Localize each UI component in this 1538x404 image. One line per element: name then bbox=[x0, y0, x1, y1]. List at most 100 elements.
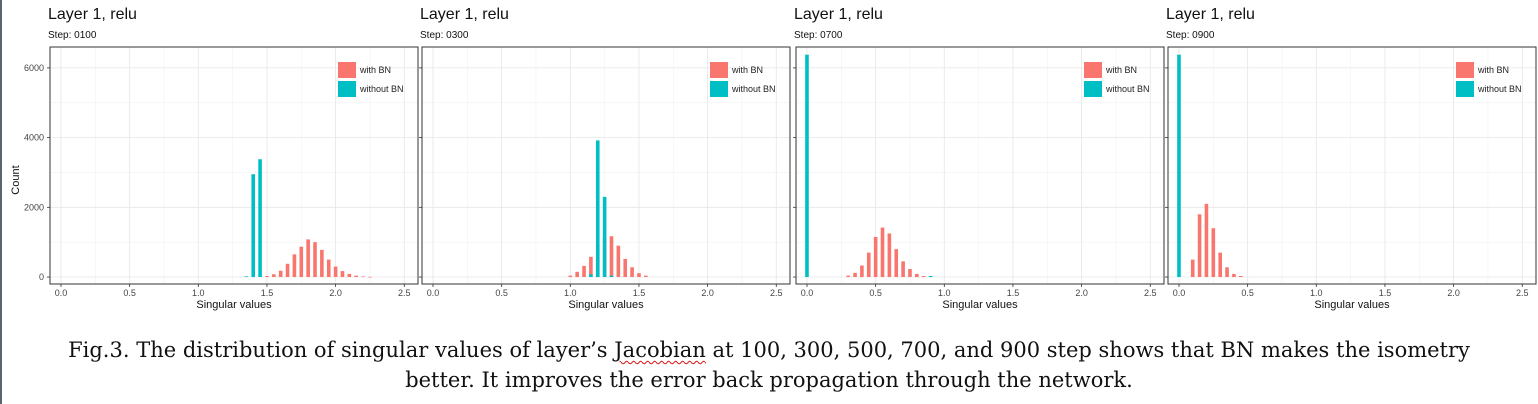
x-tick-label: 0.5 bbox=[123, 288, 136, 298]
chart-plot: 0.0 0.5 1.0 1.5 2.0 2.5 Singular values with BN… bbox=[419, 46, 791, 311]
bar bbox=[1238, 275, 1243, 278]
chart-panel: Layer 1, relu Step: 0900 0.0 0.5 1.0 1.5 2.0… bbox=[1165, 0, 1538, 318]
bar bbox=[278, 270, 283, 278]
bar bbox=[894, 249, 899, 278]
bar bbox=[313, 242, 317, 278]
bar bbox=[602, 196, 607, 278]
legend-label: with BN bbox=[1105, 65, 1137, 75]
x-axis-label: Singular values bbox=[942, 299, 1018, 311]
bar bbox=[921, 275, 926, 278]
plot-border bbox=[795, 46, 1165, 285]
legend-swatch bbox=[338, 62, 356, 78]
x-tick-label: 0.5 bbox=[1241, 288, 1254, 298]
x-tick-label: 1.0 bbox=[192, 288, 205, 298]
bar bbox=[244, 276, 249, 278]
x-tick-label: 2.0 bbox=[1447, 288, 1460, 298]
caption-text: Fig.3. The distribution of singular valu… bbox=[68, 338, 615, 362]
chart-title: Layer 1, relu bbox=[1166, 6, 1255, 23]
bar bbox=[609, 275, 614, 278]
plot-border bbox=[49, 46, 419, 285]
plot-border bbox=[421, 46, 791, 285]
figure-caption-line-1: Fig.3. The distribution of singular valu… bbox=[0, 338, 1538, 362]
bar bbox=[1218, 252, 1222, 278]
x-tick-label: 0.5 bbox=[495, 288, 508, 298]
bar bbox=[340, 271, 345, 278]
bar bbox=[568, 275, 573, 278]
bar bbox=[272, 274, 276, 278]
chart-title: Layer 1, relu bbox=[48, 6, 137, 23]
bar bbox=[866, 252, 871, 278]
bar bbox=[630, 267, 634, 278]
x-axis-label: Singular values bbox=[196, 299, 272, 311]
bar bbox=[589, 256, 593, 278]
bar bbox=[623, 258, 628, 278]
x-tick-label: 1.5 bbox=[261, 288, 274, 298]
bar bbox=[1211, 228, 1216, 278]
legend-swatch bbox=[338, 81, 356, 97]
y-axis-label: Count bbox=[10, 165, 22, 194]
bar bbox=[846, 275, 850, 278]
bar bbox=[609, 236, 614, 278]
x-tick-label: 0.0 bbox=[427, 288, 440, 298]
chart-title: Layer 1, relu bbox=[420, 6, 509, 23]
bar bbox=[1204, 203, 1209, 278]
bar bbox=[306, 239, 310, 278]
x-tick-label: 1.5 bbox=[633, 288, 646, 298]
bar bbox=[299, 246, 304, 278]
x-tick-label: 0.0 bbox=[801, 288, 814, 298]
legend-swatch bbox=[1456, 81, 1474, 97]
bar bbox=[887, 233, 892, 278]
bar bbox=[595, 140, 600, 278]
legend-swatch bbox=[1456, 62, 1474, 78]
x-tick-label: 0.0 bbox=[1173, 288, 1186, 298]
bar bbox=[853, 272, 857, 278]
bar bbox=[928, 275, 933, 278]
legend-label: without BN bbox=[1477, 84, 1522, 94]
legend-label: with BN bbox=[1477, 65, 1509, 75]
bar bbox=[637, 273, 641, 278]
bar bbox=[1197, 214, 1202, 278]
bar bbox=[908, 269, 912, 278]
chart-subtitle: Step: 0300 bbox=[420, 30, 469, 41]
bar bbox=[644, 275, 648, 278]
x-tick-label: 2.0 bbox=[329, 288, 342, 298]
bar bbox=[368, 276, 372, 278]
legend-label: with BN bbox=[731, 65, 763, 75]
svg-text:Count: Count bbox=[10, 165, 22, 194]
x-tick-label: 2.5 bbox=[398, 288, 411, 298]
x-tick-label: 2.0 bbox=[1075, 288, 1088, 298]
bar bbox=[326, 259, 331, 278]
legend-label: without BN bbox=[359, 84, 404, 94]
x-tick-label: 0.5 bbox=[869, 288, 882, 298]
x-tick-label: 1.0 bbox=[564, 288, 577, 298]
legend-swatch bbox=[1084, 81, 1102, 97]
bar bbox=[1225, 267, 1229, 278]
x-axis-label: Singular values bbox=[568, 299, 644, 311]
bar bbox=[575, 271, 579, 278]
legend-label: without BN bbox=[1105, 84, 1150, 94]
x-tick-label: 1.0 bbox=[1310, 288, 1323, 298]
y-tick-label: 2000 bbox=[24, 202, 44, 212]
x-tick-label: 1.5 bbox=[1007, 288, 1020, 298]
bar bbox=[616, 245, 621, 278]
x-tick-label: 2.0 bbox=[701, 288, 714, 298]
x-tick-label: 1.0 bbox=[938, 288, 951, 298]
bar bbox=[361, 276, 365, 278]
bar bbox=[915, 273, 919, 278]
left-edge-bar bbox=[0, 0, 2, 404]
x-tick-label: 0.0 bbox=[55, 288, 68, 298]
bar bbox=[805, 54, 809, 278]
legend-label: with BN bbox=[359, 65, 391, 75]
x-tick-label: 2.5 bbox=[1144, 288, 1157, 298]
chart-plot: 0.0 0.5 1.0 1.5 2.0 2.5 Singular values with BN… bbox=[793, 46, 1165, 311]
bar bbox=[880, 227, 885, 278]
plot-border bbox=[1167, 46, 1537, 285]
chart-title: Layer 1, relu bbox=[794, 6, 883, 23]
bar bbox=[354, 275, 359, 278]
chart-subtitle: Step: 0700 bbox=[794, 30, 843, 41]
bar bbox=[901, 261, 905, 278]
chart-subtitle: Step: 0100 bbox=[48, 30, 97, 41]
y-tick-label: 0 bbox=[39, 272, 44, 282]
legend-label: without BN bbox=[731, 84, 776, 94]
y-tick-label: 6000 bbox=[24, 63, 44, 73]
